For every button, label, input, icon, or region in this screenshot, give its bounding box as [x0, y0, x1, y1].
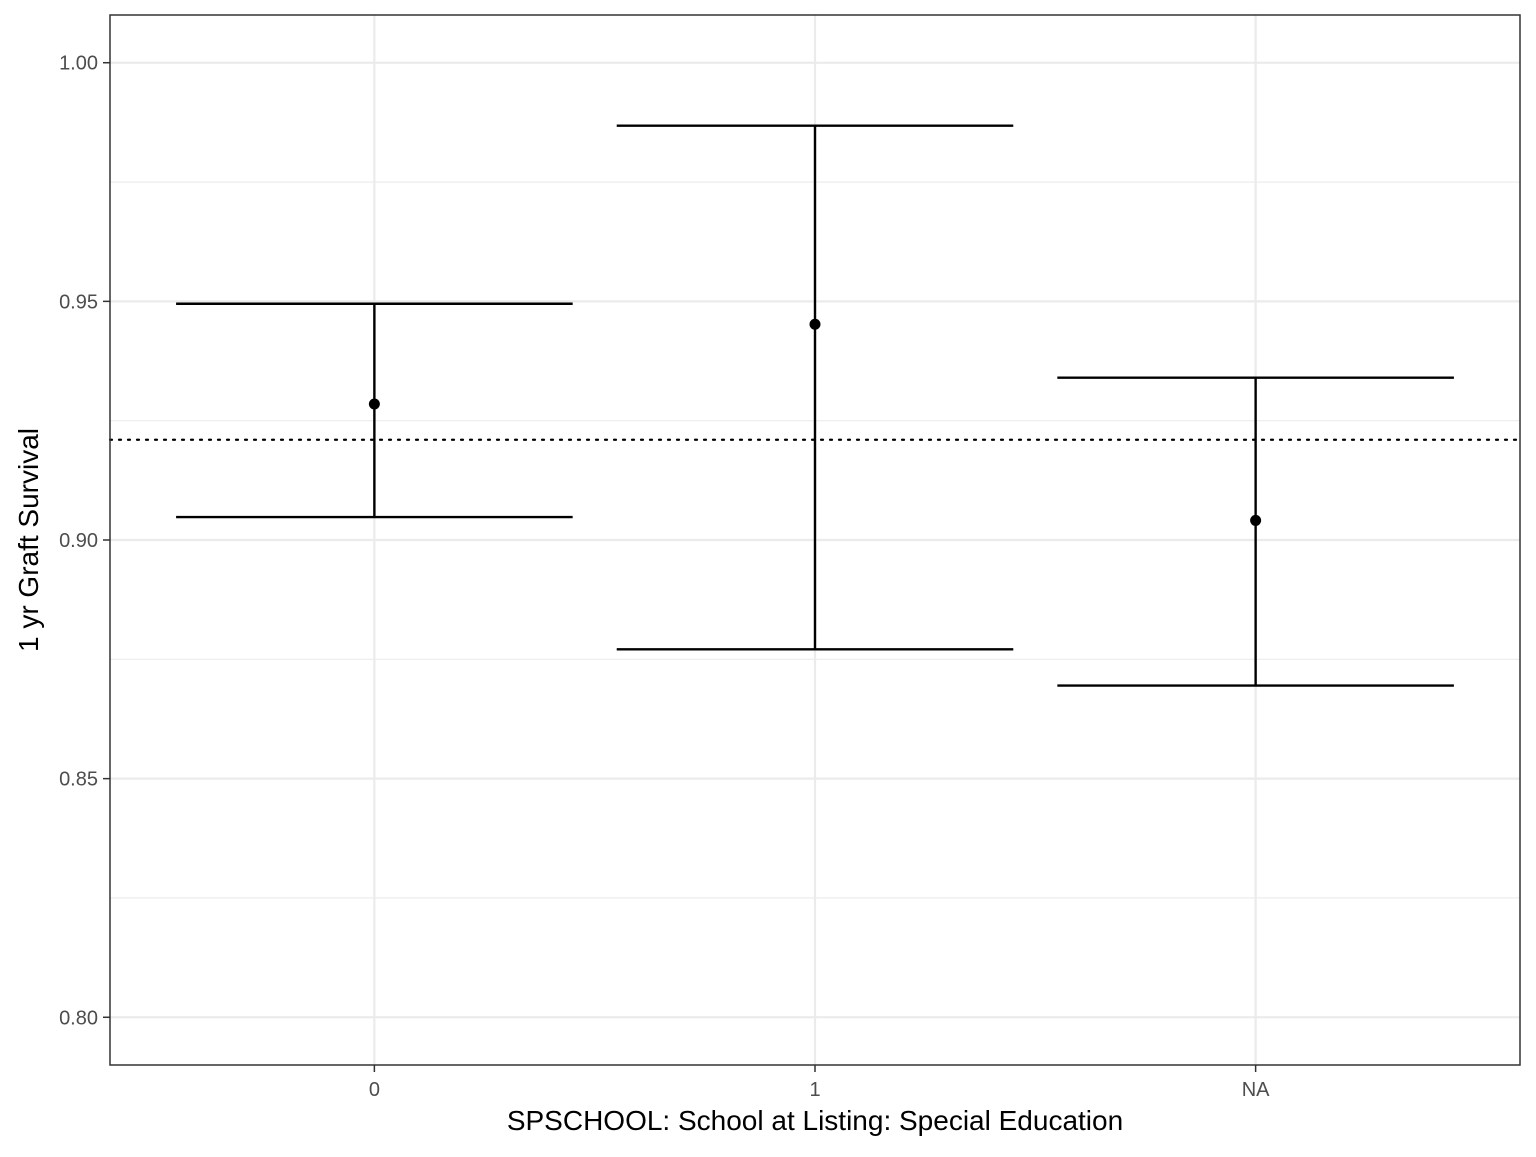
error-bar-NA [1057, 376, 1454, 687]
y-tick-label: 0.85 [59, 769, 98, 791]
x-tick-label: 0 [369, 1079, 380, 1101]
x-axis-title: SPSCHOOL: School at Listing: Special Edu… [507, 1105, 1123, 1136]
estimate-point [809, 318, 821, 330]
error-bar-1 [616, 124, 1014, 651]
y-tick-label: 0.90 [59, 530, 98, 552]
estimate-point [368, 398, 380, 410]
axis-ticks: 0.80 0.85 0.90 0.95 1.00 0 1 NA [59, 53, 1270, 1101]
error-bar-0 [176, 302, 573, 519]
estimate-point [1250, 514, 1262, 526]
x-tick-label: NA [1242, 1079, 1270, 1101]
x-tick-label: 1 [809, 1079, 820, 1101]
y-tick-label: 0.80 [59, 1007, 98, 1029]
y-tick-label: 0.95 [59, 291, 98, 313]
y-tick-label: 1.00 [59, 53, 98, 75]
y-axis-title: 1 yr Graft Survival [13, 428, 44, 652]
panel-border [109, 14, 1521, 1066]
error-bars [176, 124, 1454, 687]
